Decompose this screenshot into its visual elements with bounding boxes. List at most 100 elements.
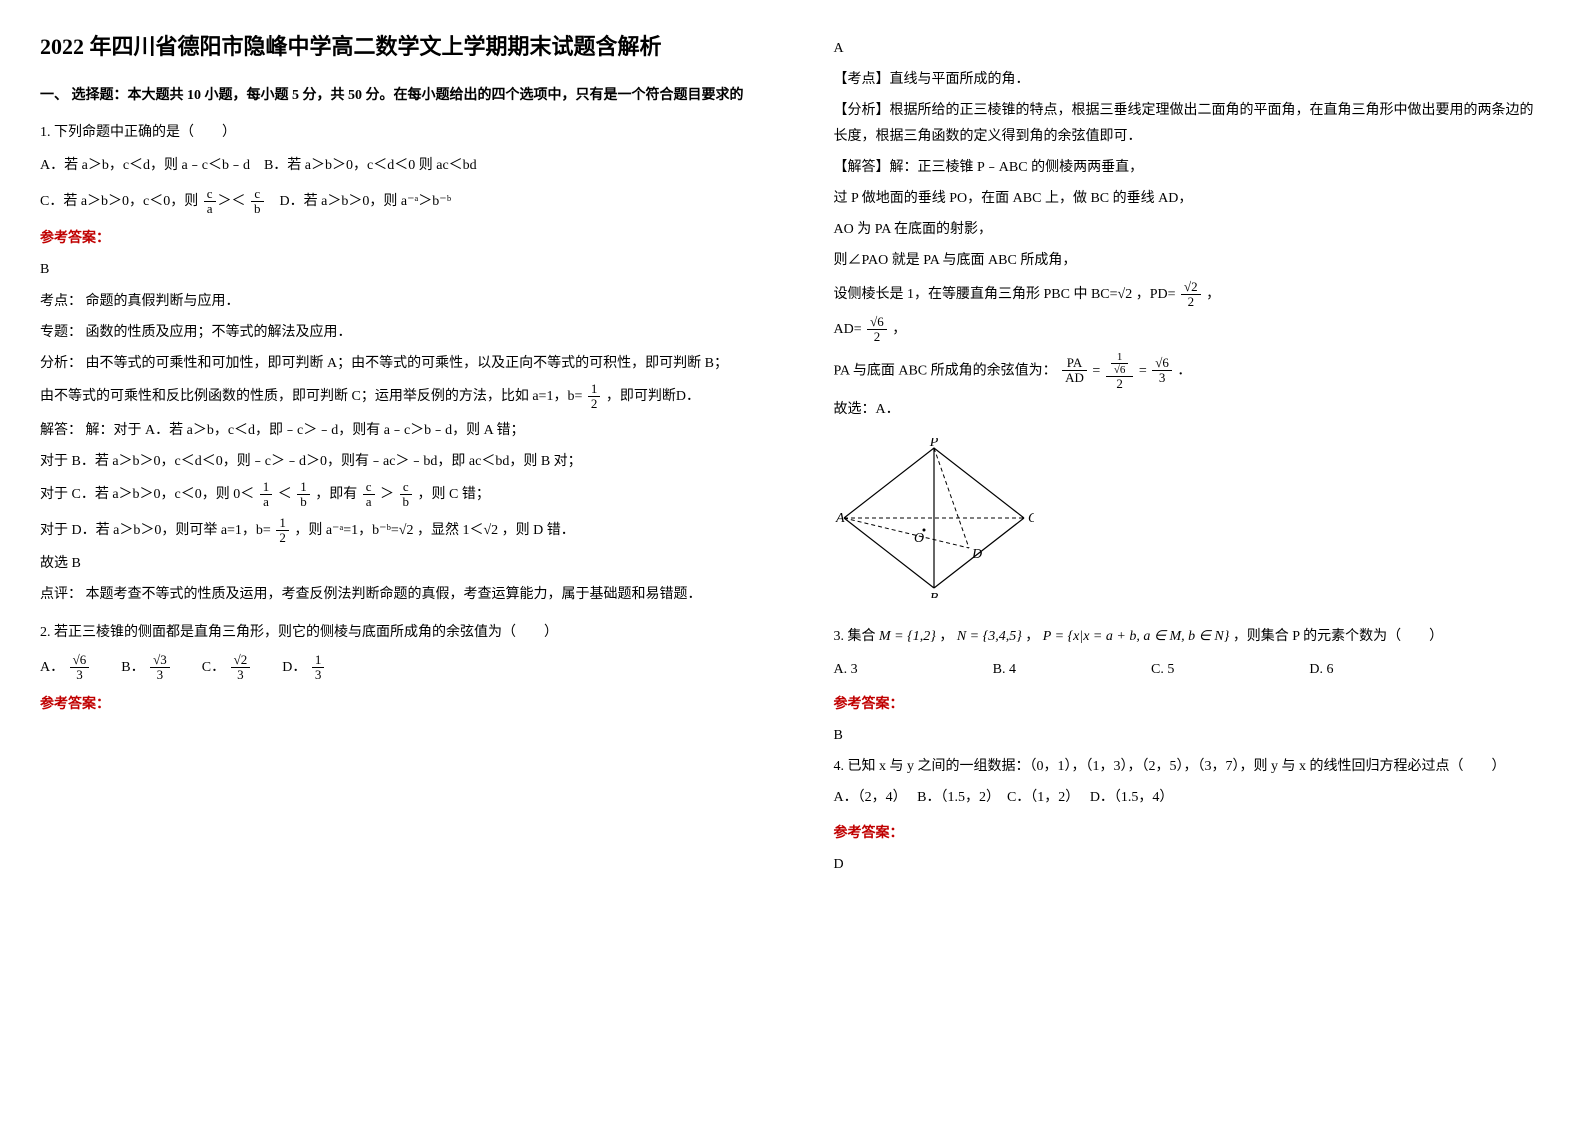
q2-fenxi-text: 根据所给的正三棱锥的特点，根据三垂线定理做出二面角的平面角，在直角三角形中做出要… [834, 103, 1534, 143]
q2-answer: A [834, 36, 1548, 61]
q2-jieda5-suffix: ， [1206, 287, 1220, 302]
q1-fenxi2-prefix: 由不等式的可乘性和反比例函数的性质，即可判断 C；运用举反例的方法，比如 a=1… [40, 389, 582, 404]
svg-text:A: A [835, 511, 845, 526]
q1-jieda-label: 解答： [40, 423, 82, 438]
q1-kaodian-text: 命题的真假判断与应用． [86, 294, 240, 309]
q4-optA: A．（2，4） [834, 790, 907, 805]
frac-1-3: 13 [312, 653, 325, 683]
q2-optC: C． √23 [202, 653, 252, 683]
q1-options-ab: A．若 a＞b，c＜d，则 a﹣c＜b﹣d B．若 a＞b＞0，c＜d＜0 则 … [40, 153, 754, 178]
q1-kaodian: 考点： 命题的真假判断与应用． [40, 289, 754, 314]
q1-jiedaC-suffix: ，则 C 错； [418, 487, 490, 502]
q2-jieda6: AD= √62 ， [834, 315, 1548, 345]
frac-pa-ad: PAAD [1062, 356, 1087, 386]
frac-sqrt2-3: √23 [231, 653, 251, 683]
left-column: 2022 年四川省德阳市隐峰中学高二数学文上学期期末试题含解析 一、 选择题：本… [0, 0, 794, 1122]
q2-fenxi-label: 【分析】 [834, 103, 890, 118]
q4-optC: C．（1，2） [1007, 790, 1079, 805]
q2-optB: B． √33 [121, 653, 171, 683]
q2-jieda7-mid2: = [1139, 363, 1150, 378]
q2-jieda7-prefix: PA 与底面 ABC 所成角的余弦值为： [834, 363, 1057, 378]
q3-optC: C. 5 [1151, 657, 1174, 682]
q1-jiedaD: 对于 D．若 a＞b＞0，则可举 a=1，b= 12 ，则 a⁻ᵃ=1，b⁻ᵇ=… [40, 516, 754, 546]
q1-jiedaA: 解：对于 A．若 a＞b，c＜d，即﹣c＞﹣d，则有 a﹣c＞b﹣d，则 A 错… [86, 423, 525, 438]
q1-fenxi: 分析： 由不等式的可乘性和可加性，即可判断 A；由不等式的可乘性，以及正向不等式… [40, 351, 754, 376]
q1-fenxi-text: 由不等式的可乘性和可加性，即可判断 A；由不等式的可乘性，以及正向不等式的可积性… [86, 356, 728, 371]
q3-answer: B [834, 723, 1548, 748]
q1-fenxi-label: 分析： [40, 356, 82, 371]
q1-answer-label: 参考答案： [40, 226, 754, 251]
q2-jieda4: 则∠PAO 就是 PA 与底面 ABC 所成角， [834, 248, 1548, 273]
frac-half-2: 12 [276, 516, 289, 546]
q3-optA: A. 3 [834, 657, 858, 682]
q1-optB: B．若 a＞b＞0，c＜d＜0 则 ac＜bd [264, 158, 477, 173]
q1-dianping-text: 本题考查不等式的性质及运用，考查反例法判断命题的真假，考查运算能力，属于基础题和… [86, 587, 702, 602]
q2-jieda7: PA 与底面 ABC 所成角的余弦值为： PAAD = 1√62 = √63 ． [834, 351, 1548, 391]
frac-1a: 1a [260, 480, 273, 510]
q1-fenxi2-suffix: ，即可判断D． [606, 389, 700, 404]
q1-stem: 1. 下列命题中正确的是（ ） [40, 120, 754, 145]
frac-half-1: 12 [588, 382, 601, 412]
frac-sqrt6-2: √62 [867, 315, 887, 345]
frac-cb2: cb [400, 480, 413, 510]
frac-sqrt6-3-b: √63 [1152, 356, 1172, 386]
q1-jiedaB: 对于 B．若 a＞b＞0，c＜d＜0，则﹣c＞﹣d＞0，则有﹣ac＞﹣bd，即 … [40, 449, 754, 474]
q2-optA: A． √63 [40, 653, 91, 683]
q1-fenxi2: 由不等式的可乘性和反比例函数的性质，即可判断 C；运用举反例的方法，比如 a=1… [40, 382, 754, 412]
q1-jiedaC-mid2: ，即有 [315, 487, 357, 502]
q4-optB: B．（1.5，2） [917, 790, 1000, 805]
q2-stem: 2. 若正三棱锥的侧面都是直角三角形，则它的侧棱与底面所成角的余弦值为（ ） [40, 620, 754, 645]
q2-jieda6-prefix: AD= [834, 322, 862, 337]
q2-kaodian: 【考点】直线与平面所成的角． [834, 67, 1548, 92]
q1-zhuanti-label: 专题： [40, 325, 82, 340]
frac-sqrt2-2: √22 [1181, 280, 1201, 310]
q1-dianping: 点评： 本题考查不等式的性质及运用，考查反例法判断命题的真假，考查运算能力，属于… [40, 582, 754, 607]
q2-jieda7-mid1: = [1092, 363, 1103, 378]
q1-zhuanti-text: 函数的性质及应用；不等式的解法及应用． [86, 325, 352, 340]
q1-zhuanti: 专题： 函数的性质及应用；不等式的解法及应用． [40, 320, 754, 345]
q1-jiedaC-mid3: ＞ [380, 487, 394, 502]
q2-options: A． √63 B． √33 C． √23 D． 13 [40, 653, 754, 683]
q2-kaodian-label: 【考点】 [834, 72, 890, 87]
q1-kaodian-label: 考点： [40, 294, 82, 309]
q3-P: P = {x|x = a + b, a ∈ M, b ∈ N} [1043, 629, 1230, 644]
q3-optD: D. 6 [1309, 657, 1333, 682]
q2-jieda1-text: 解：正三棱锥 P﹣ABC 的侧棱两两垂直， [890, 160, 1144, 175]
q3-answer-label: 参考答案： [834, 692, 1548, 717]
svg-text:C: C [1028, 511, 1034, 526]
q1-jieda-a: 解答： 解：对于 A．若 a＞b，c＜d，即﹣c＞﹣d，则有 a﹣c＞b﹣d，则… [40, 418, 754, 443]
frac-1-sqrt6-2: 1√62 [1106, 351, 1134, 391]
frac-1b: 1b [297, 480, 310, 510]
frac-c-b: cb [251, 187, 264, 217]
q3-N: N = {3,4,5} [957, 629, 1022, 644]
document-title: 2022 年四川省德阳市隐峰中学高二数学文上学期期末试题含解析 [40, 30, 754, 63]
q2-jieda6-suffix: ， [892, 322, 906, 337]
q2-jieda5-prefix: 设侧棱长是 1，在等腰直角三角形 PBC 中 BC= [834, 287, 1118, 302]
q1-jiedaC-mid: ＜ [278, 487, 292, 502]
q2-guxuan: 故选：A． [834, 397, 1548, 422]
q1-jiedaD-prefix: 对于 D．若 a＞b＞0，则可举 a=1，b= [40, 523, 271, 538]
q2-optD: D． 13 [282, 653, 326, 683]
q2-jieda2: 过 P 做地面的垂线 PO，在面 ABC 上，做 BC 的垂线 AD， [834, 186, 1548, 211]
q2-jieda3: AO 为 PA 在底面的射影， [834, 217, 1548, 242]
q1-optA: A．若 a＞b，c＜d，则 a﹣c＜b﹣d [40, 158, 250, 173]
frac-sqrt6-3: √63 [70, 653, 90, 683]
svg-text:B: B [929, 591, 938, 598]
q4-options: A．（2，4） B．（1.5，2） C．（1，2） D．（1.5，4） [834, 785, 1548, 810]
svg-text:P: P [928, 438, 938, 450]
q2-jieda7-suffix: ． [1177, 363, 1191, 378]
q4-stem: 4. 已知 x 与 y 之间的一组数据：（0，1），（1，3），（2，5），（3… [834, 754, 1548, 779]
section-header: 一、 选择题：本大题共 10 小题，每小题 5 分，共 50 分。在每小题给出的… [40, 83, 754, 108]
q1-jiedaD-mid: ，则 a⁻ᵃ=1，b⁻ᵇ= [294, 523, 398, 538]
q2-jieda-label: 【解答】 [834, 160, 890, 175]
q4-answer: D [834, 852, 1548, 877]
q3-stem: 3. 集合 M = {1,2} ， N = {3,4,5} ， P = {x|x… [834, 624, 1548, 649]
q1-options-cd: C．若 a＞b＞0，c＜0，则 ca＞＜ cb D．若 a＞b＞0，则 a⁻ᵃ＞… [40, 187, 754, 217]
q2-jieda5-mid: ，PD= [1136, 287, 1176, 302]
svg-text:O: O [914, 531, 924, 546]
q1-answer: B [40, 257, 754, 282]
q3-options: A. 3 B. 4 C. 5 D. 6 [834, 657, 1334, 682]
q1-jiedaC-prefix: 对于 C．若 a＞b＞0，c＜0，则 0＜ [40, 487, 254, 502]
q3-c2: ， [1025, 629, 1039, 644]
q2-jieda5: 设侧棱长是 1，在等腰直角三角形 PBC 中 BC=√2 ，PD= √22 ， [834, 280, 1548, 310]
